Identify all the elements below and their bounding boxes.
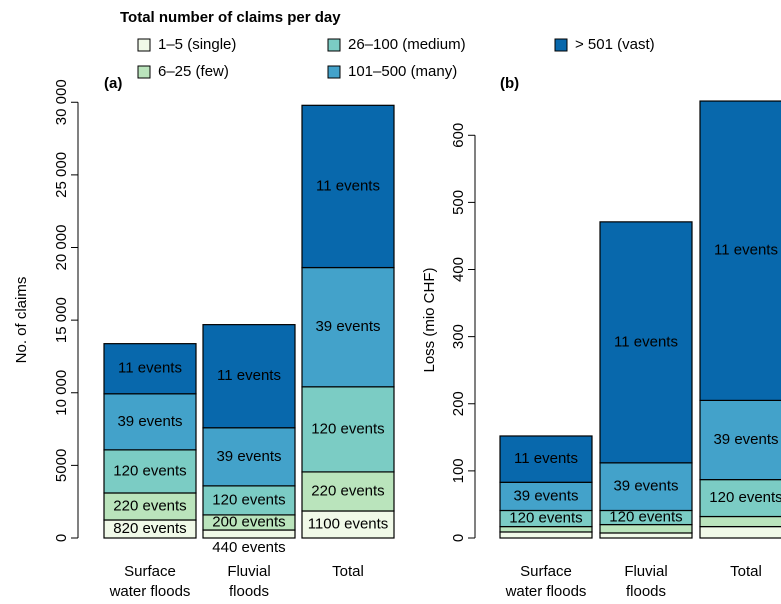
bar-segment — [599, 462, 693, 512]
bar-segment — [301, 386, 395, 473]
x-tick-label: floods — [229, 583, 269, 600]
x-tick-label: Total — [730, 563, 762, 580]
y-tick-label: 200 — [450, 391, 467, 416]
panel-label: (a) — [104, 75, 122, 92]
y-tick-label: 0 — [450, 534, 467, 542]
segment-label: 39 events — [216, 448, 281, 465]
y-axis-title: No. of claims — [13, 277, 30, 364]
y-tick-label: 15 000 — [53, 297, 70, 343]
segment-label: 11 events — [714, 242, 778, 259]
x-tick-label: Total — [332, 563, 364, 580]
legend-label: 1–5 (single) — [158, 36, 236, 53]
bar-segment — [301, 510, 395, 539]
bar-segment — [499, 435, 593, 483]
bar-segment — [301, 266, 395, 388]
y-tick-label: 400 — [450, 257, 467, 282]
segment-label: 11 events — [316, 177, 380, 194]
panel-label: (b) — [500, 75, 519, 92]
x-tick-label: water floods — [109, 583, 191, 600]
y-tick-label: 25 000 — [53, 152, 70, 198]
legend-swatch — [137, 65, 151, 79]
bar-segment — [301, 471, 395, 512]
x-tick-label: Fluvial — [227, 563, 270, 580]
y-tick-label: 5000 — [53, 449, 70, 482]
bar-segment — [499, 525, 593, 533]
y-tick-label: 600 — [450, 123, 467, 148]
legend-label: 6–25 (few) — [158, 63, 229, 80]
x-tick-label: Surface — [520, 563, 572, 580]
bar-segment — [103, 449, 197, 494]
segment-label: 120 events — [509, 510, 582, 527]
segment-label: 11 events — [514, 450, 578, 467]
segment-label: 220 events — [311, 482, 384, 499]
segment-label: 39 events — [315, 318, 380, 335]
segment-label: 220 events — [113, 497, 186, 514]
bar-segment — [202, 485, 296, 516]
legend-label: > 501 (vast) — [575, 36, 655, 53]
bar-segment — [499, 531, 593, 539]
x-tick-label: Surface — [124, 563, 176, 580]
y-tick-label: 30 000 — [53, 79, 70, 125]
bar-segment — [699, 479, 781, 518]
x-tick-label: floods — [626, 583, 666, 600]
x-tick-label: Fluvial — [624, 563, 667, 580]
segment-label: 120 events — [709, 489, 781, 506]
bar-segment — [699, 525, 781, 539]
segment-label: 39 events — [713, 431, 778, 448]
bar-segment — [202, 529, 296, 539]
bar-segment — [301, 104, 395, 269]
x-tick-label: water floods — [505, 583, 587, 600]
segment-label: 1100 events — [308, 515, 389, 532]
segment-label: 120 events — [609, 508, 682, 525]
segment-label: 39 events — [513, 487, 578, 504]
segment-label: 11 events — [614, 333, 678, 350]
legend-swatch — [327, 65, 341, 79]
segment-label: 39 events — [613, 478, 678, 495]
segment-label: 11 events — [118, 360, 182, 377]
y-tick-label: 300 — [450, 324, 467, 349]
segment-label: 120 events — [113, 462, 186, 479]
legend-title: Total number of claims per day — [120, 9, 341, 26]
bar-segment — [202, 324, 296, 429]
y-tick-label: 100 — [450, 458, 467, 483]
bar-segment — [103, 393, 197, 451]
bar-segment — [599, 221, 693, 464]
bar-segment — [699, 515, 781, 528]
legend-label: 101–500 (many) — [348, 63, 457, 80]
bar-segment — [103, 343, 197, 395]
legend-swatch — [327, 38, 341, 52]
y-tick-label: 20 000 — [53, 225, 70, 271]
bar-segment — [103, 492, 197, 521]
legend-label: 26–100 (medium) — [348, 36, 466, 53]
y-axis-title: Loss (mio CHF) — [421, 267, 438, 372]
bar-segment — [699, 399, 781, 481]
legend-swatch — [554, 38, 568, 52]
legend-swatch — [137, 38, 151, 52]
segment-label: 39 events — [117, 413, 182, 430]
segment-label: 440 events — [212, 539, 285, 556]
bar-segment — [599, 523, 693, 534]
bar-segment — [599, 532, 693, 539]
y-tick-label: 0 — [53, 534, 70, 542]
segment-label: 820 events — [113, 520, 186, 537]
bar-segment — [499, 481, 593, 512]
segment-label: 200 events — [212, 513, 285, 530]
bar-segment — [699, 100, 781, 402]
segment-label: 120 events — [212, 491, 285, 508]
segment-label: 11 events — [217, 367, 281, 384]
bar-segment — [202, 427, 296, 487]
y-tick-label: 10 000 — [53, 370, 70, 416]
y-tick-label: 500 — [450, 190, 467, 215]
segment-label: 120 events — [311, 420, 384, 437]
